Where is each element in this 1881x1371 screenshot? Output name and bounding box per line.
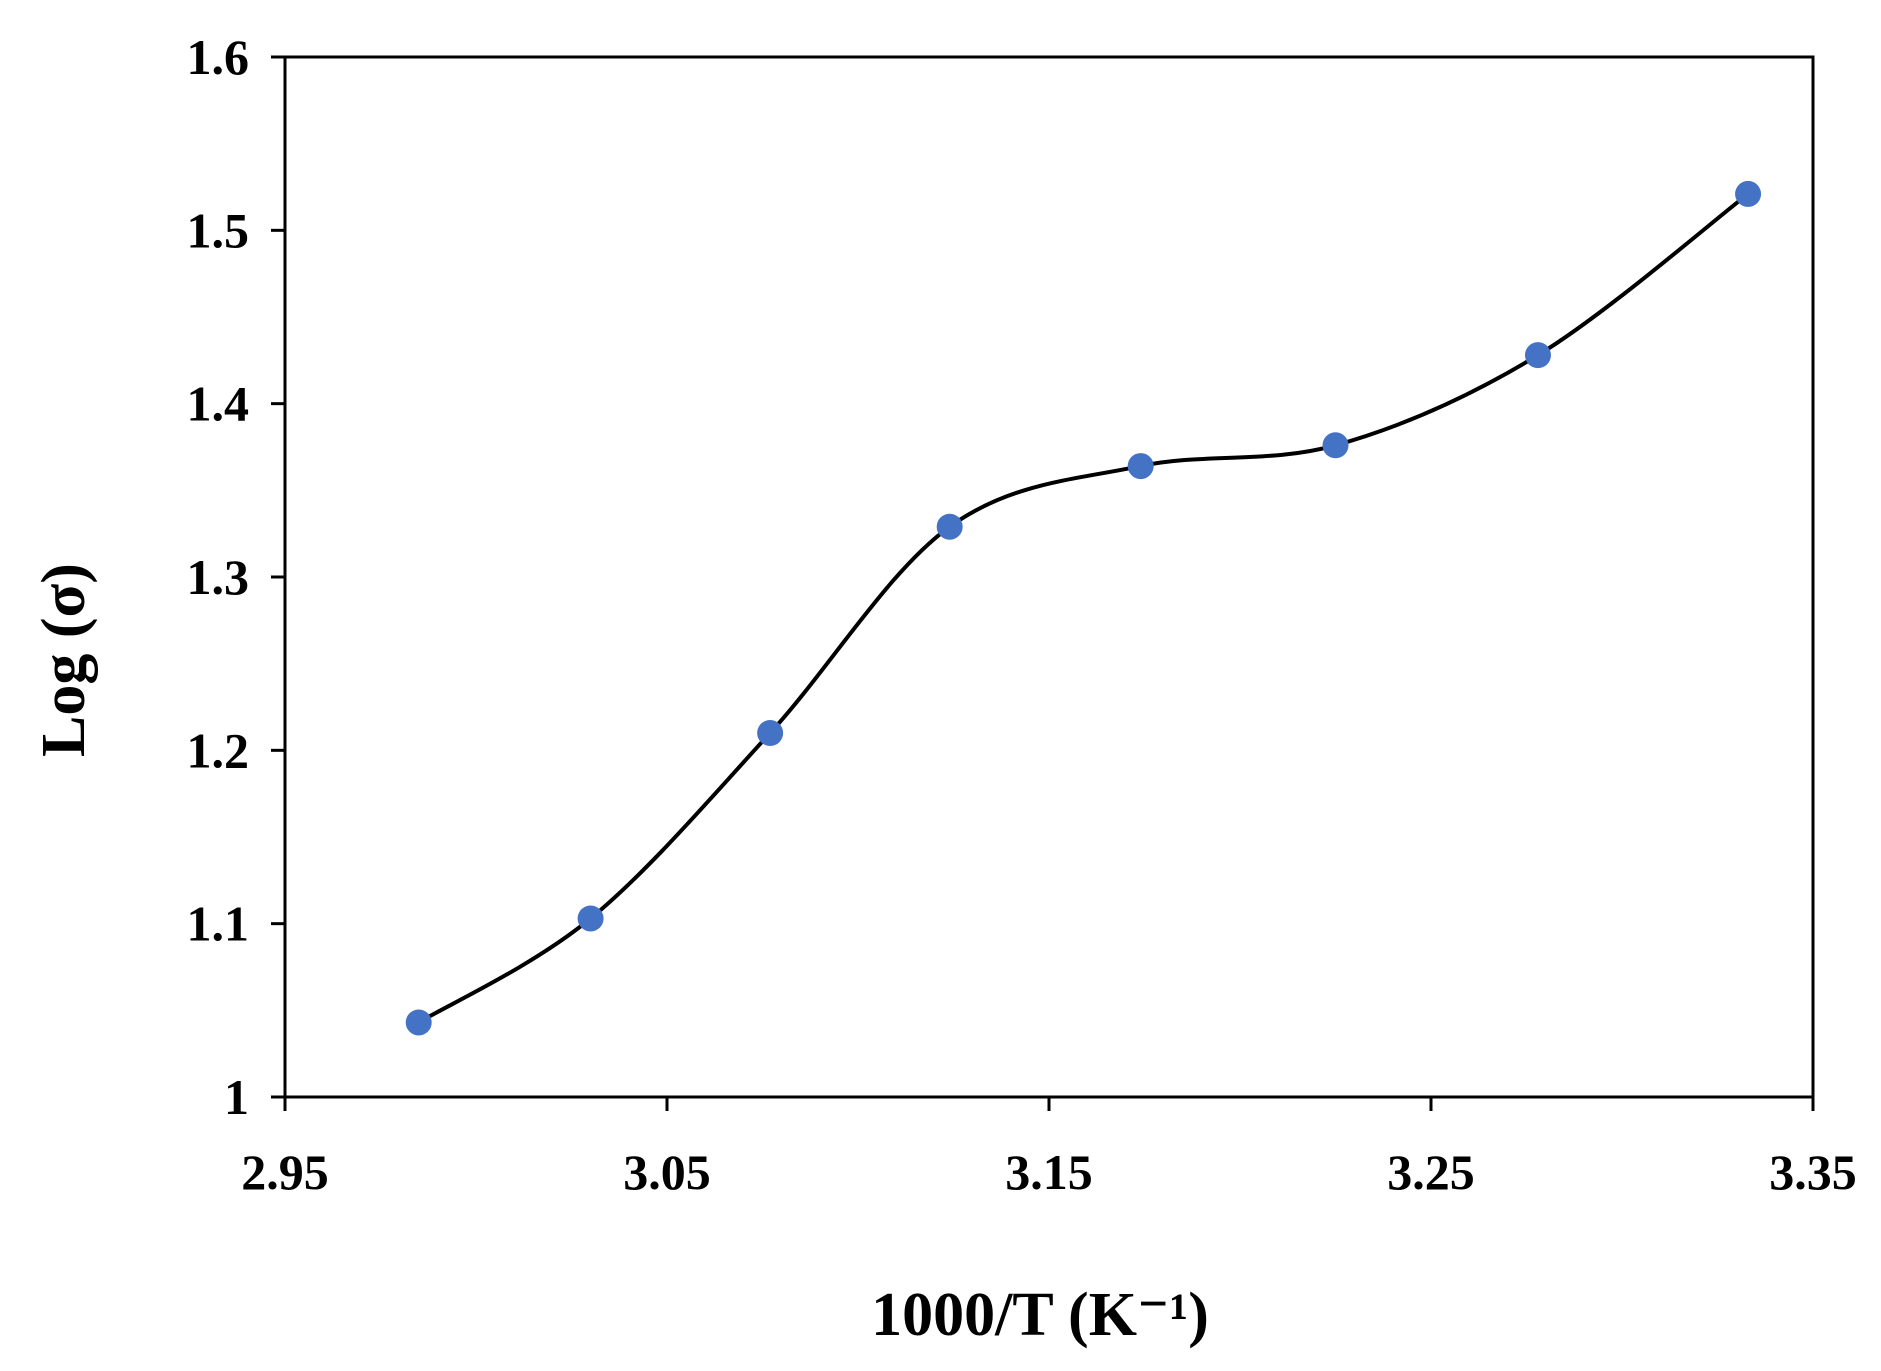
data-point (1524, 342, 1551, 369)
data-point (1735, 180, 1762, 207)
x-tick-label: 3.25 (1387, 1144, 1475, 1200)
data-point (936, 513, 963, 540)
x-axis-ticks: 2.95 3.05 3.15 3.25 3.35 (241, 1097, 1857, 1200)
x-tick-label: 3.15 (1005, 1144, 1093, 1200)
data-point (405, 1009, 432, 1036)
data-points (405, 180, 1762, 1036)
data-point (1127, 453, 1154, 480)
y-tick-label: 1.1 (187, 896, 250, 952)
y-tick-label: 1.2 (187, 722, 250, 778)
x-tick-label: 3.05 (623, 1144, 711, 1200)
data-point (757, 720, 784, 746)
x-tick-label: 2.95 (241, 1144, 329, 1200)
x-tick-label: 3.35 (1769, 1144, 1857, 1200)
data-point (1322, 432, 1349, 459)
y-tick-label: 1.6 (187, 29, 250, 85)
data-point (577, 905, 604, 932)
y-axis-ticks: 1 1.1 1.2 1.3 1.4 1.5 1.6 (187, 29, 285, 1125)
y-axis-title: Log (σ) (30, 563, 98, 757)
y-tick-label: 1 (224, 1069, 249, 1125)
series-line (417, 192, 1750, 1025)
y-tick-label: 1.5 (187, 202, 250, 258)
y-tick-label: 1.3 (187, 549, 250, 605)
y-tick-label: 1.4 (187, 376, 250, 432)
x-axis-title: 1000/T (K⁻¹) (871, 1281, 1209, 1349)
plot-area (283, 55, 1815, 1099)
